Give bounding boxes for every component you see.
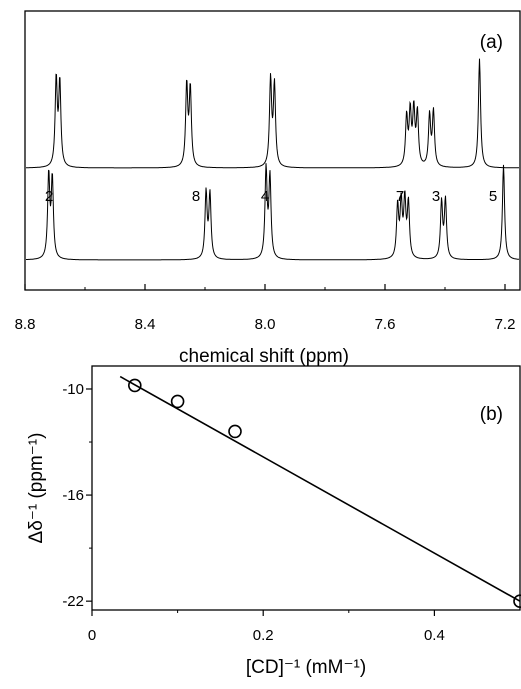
panel-a-x-axis-title: chemical shift (ppm) (179, 346, 349, 367)
panel-b-x-axis-title: [CD]⁻¹ (mM⁻¹) (246, 657, 366, 678)
peak-label: 3 (432, 188, 440, 205)
peak-label: 8 (192, 188, 200, 205)
panel-a-frame (24, 10, 521, 291)
x-tick-label: 8.8 (15, 316, 36, 333)
panel-a-peak-labels: 2 8 4 7 3 5 (45, 188, 497, 205)
panel-b-y-axis-title: Δδ⁻¹ (ppm⁻¹) (26, 433, 47, 544)
spectrum-trace-2 (26, 163, 519, 261)
panel-a-traces (26, 58, 519, 261)
y-tick-label: -16 (62, 487, 84, 504)
peak-label: 2 (45, 188, 53, 205)
panel-a: (a) 2 8 4 7 3 5 8.8 8.4 8.0 7.6 7.2 chemical shif… (15, 10, 521, 367)
panel-b-points (128, 378, 521, 608)
x-tick-label: 0 (88, 627, 96, 644)
data-point (513, 594, 521, 608)
data-point (170, 394, 185, 409)
panel-b-x-ticks: 0 0.2 0.4 (88, 610, 445, 644)
x-tick-label: 8.0 (255, 316, 276, 333)
y-tick-label: -22 (62, 593, 84, 610)
panel-b-label: (b) (480, 404, 503, 425)
x-tick-label: 0.2 (253, 627, 274, 644)
peak-label: 5 (489, 188, 497, 205)
peak-label: 7 (396, 188, 404, 205)
panel-b-y-ticks: -10 -16 -22 (62, 381, 92, 610)
spectrum-trace-1 (26, 58, 519, 169)
x-tick-label: 7.2 (495, 316, 516, 333)
y-tick-label: -10 (62, 381, 84, 398)
data-point (128, 378, 142, 393)
x-tick-label: 0.4 (424, 627, 445, 644)
fit-line (119, 375, 521, 602)
peak-label: 4 (261, 188, 269, 205)
x-tick-label: 8.4 (135, 316, 156, 333)
panel-b: (b) 0 0.2 0.4 -10 -16 -22 [CD]⁻¹ (mM⁻¹) Δδ⁻¹… (26, 365, 521, 678)
panel-b-frame (91, 365, 521, 611)
panel-a-x-ticks: 8.8 8.4 8.0 7.6 7.2 (15, 284, 516, 333)
panel-a-label: (a) (480, 32, 503, 53)
data-point (228, 424, 242, 439)
x-tick-label: 7.6 (375, 316, 396, 333)
